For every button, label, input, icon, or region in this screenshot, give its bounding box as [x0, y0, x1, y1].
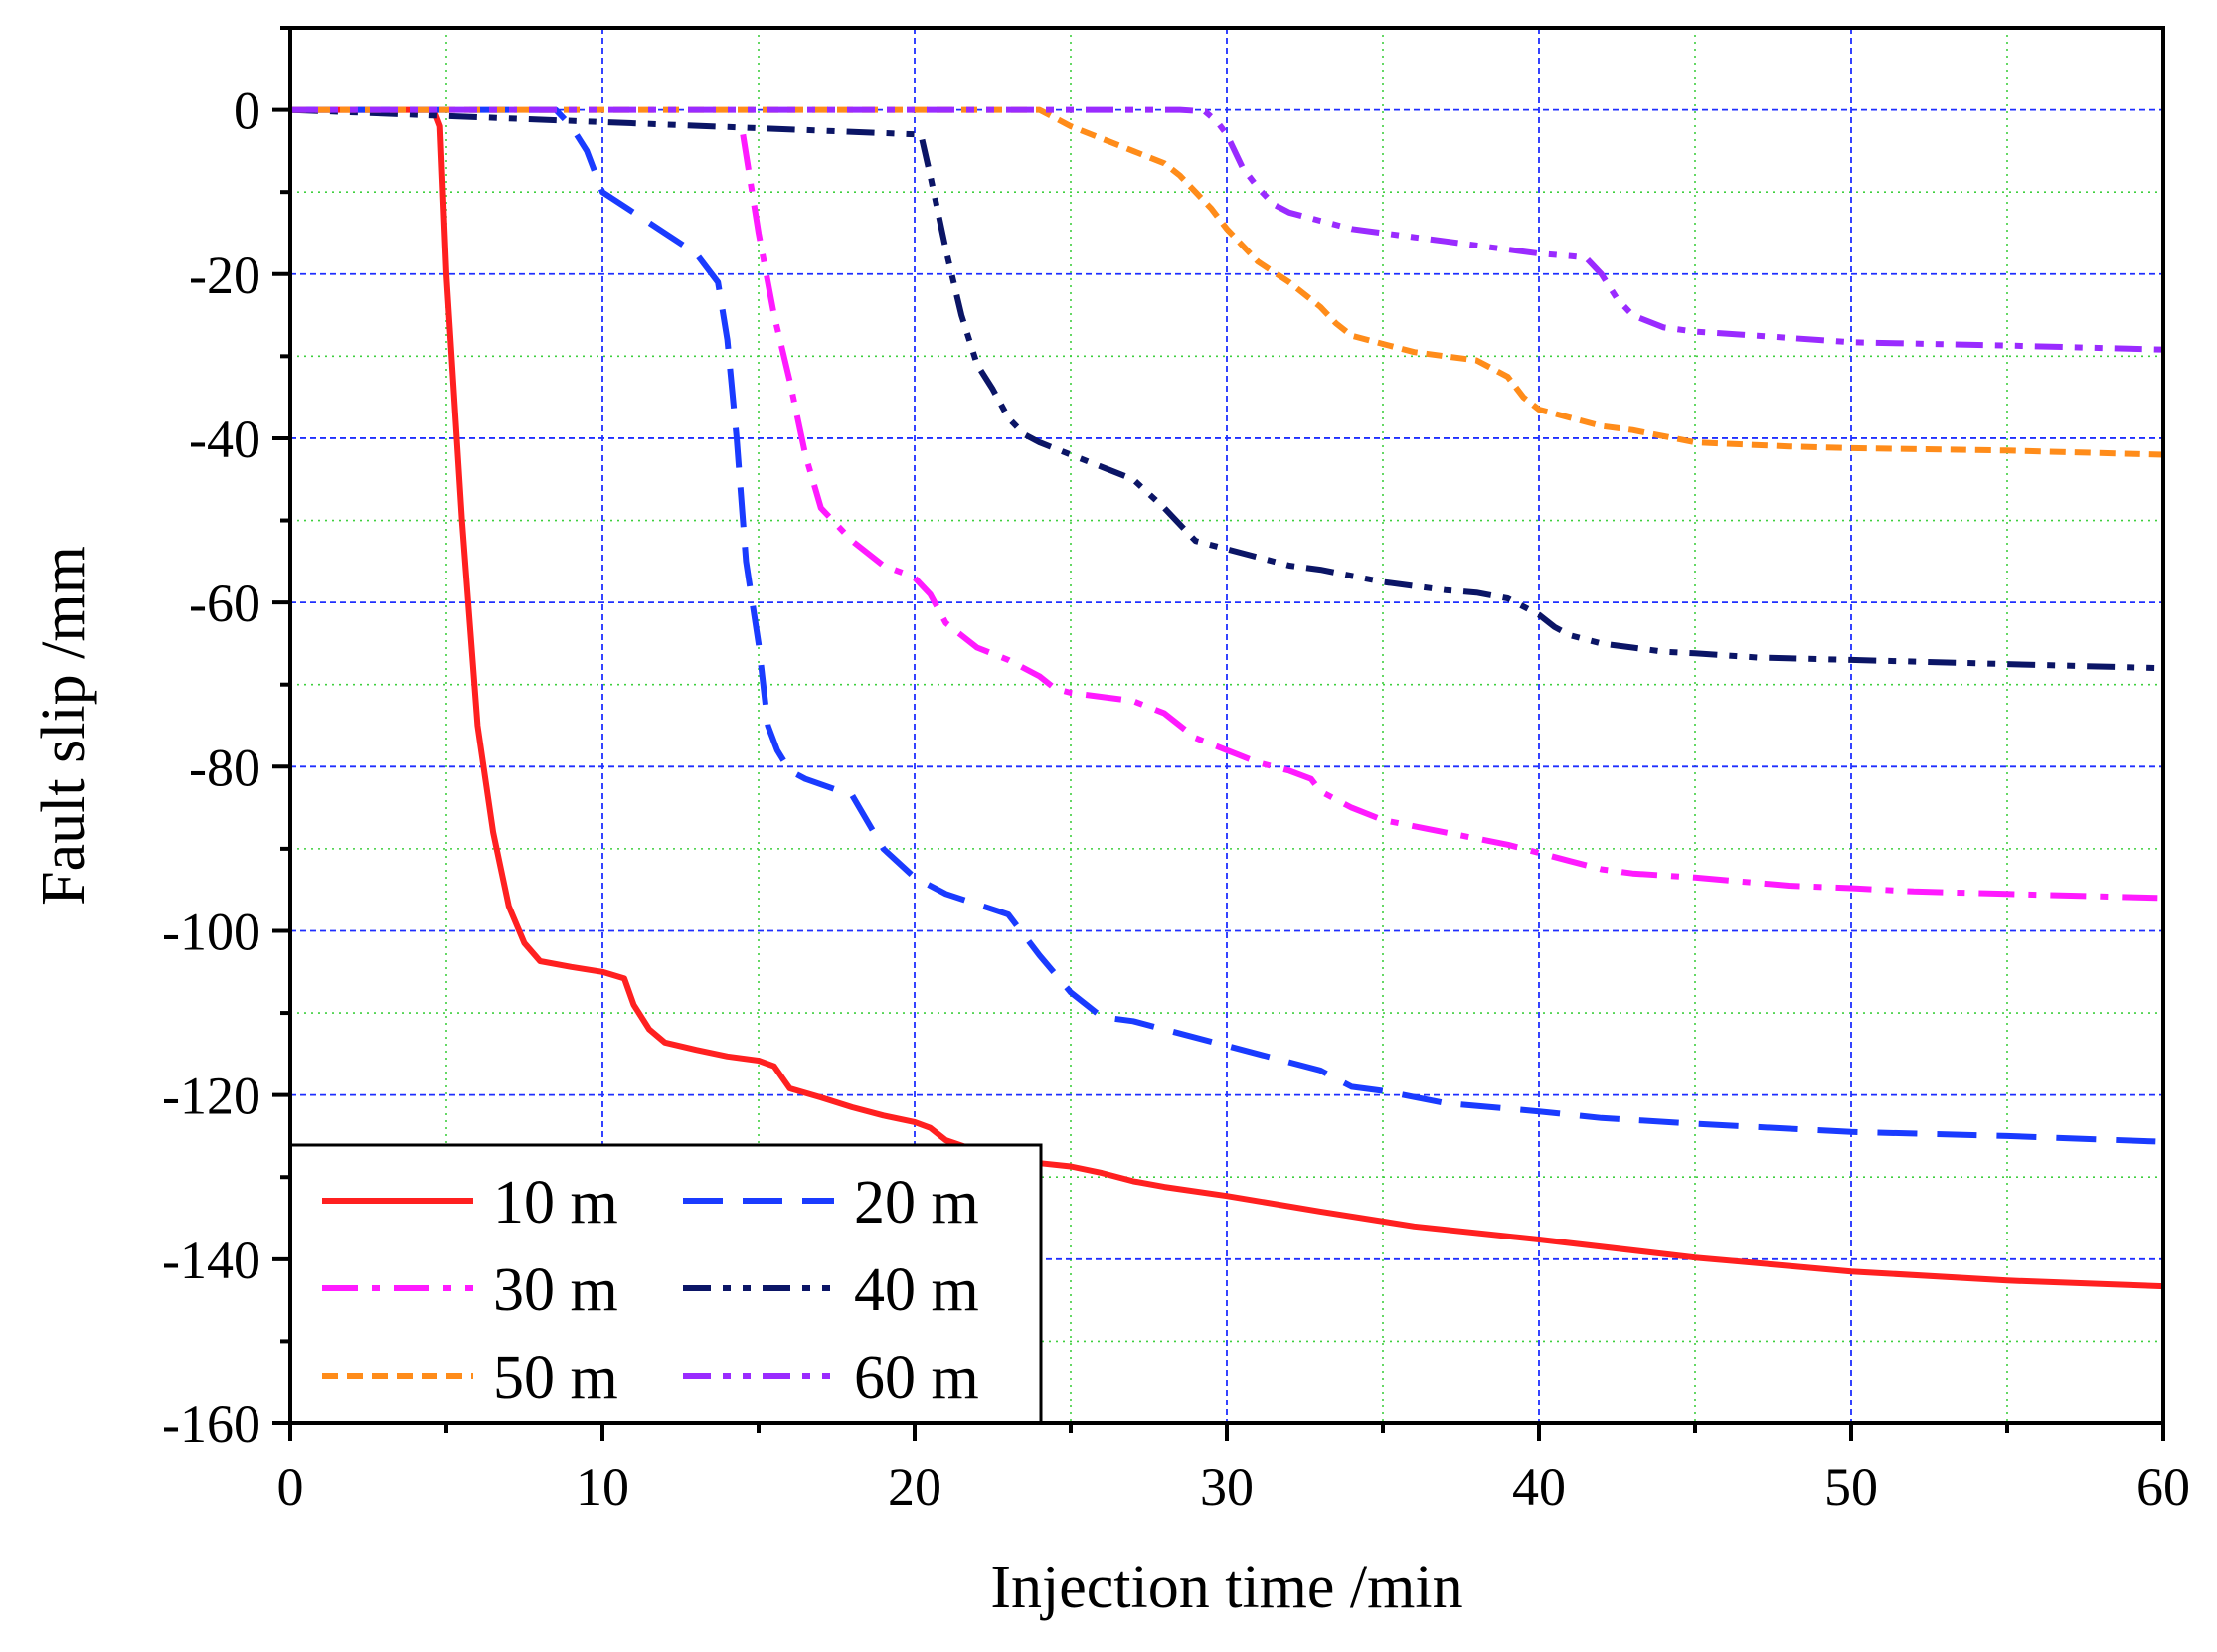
x-tick-label: 50 — [1824, 1457, 1878, 1517]
x-tick-label: 30 — [1200, 1457, 1254, 1517]
y-tick-label: -80 — [189, 738, 260, 797]
y-tick-label: -20 — [189, 246, 260, 305]
y-tick-label: -100 — [162, 902, 260, 961]
y-tick-label: 0 — [234, 82, 260, 141]
y-axis-title: Fault slip /mm — [30, 546, 97, 906]
legend-label: 50 m — [493, 1344, 618, 1411]
x-tick-label: 0 — [277, 1457, 304, 1517]
x-tick-label: 10 — [576, 1457, 629, 1517]
legend-label: 60 m — [854, 1344, 979, 1411]
series-line — [290, 106, 2164, 353]
y-tick-label: -140 — [162, 1231, 260, 1290]
y-tick-label: -160 — [162, 1395, 260, 1454]
y-tick-label: -40 — [189, 410, 260, 469]
series-line — [740, 133, 2164, 902]
series-line — [289, 106, 2164, 672]
legend-label: 30 m — [493, 1256, 618, 1324]
x-tick-label: 60 — [2136, 1457, 2190, 1517]
axis-ticks — [272, 26, 2165, 1441]
legend-label: 10 m — [493, 1169, 618, 1237]
legend-label: 20 m — [854, 1169, 979, 1237]
x-axis-title: Injection time /min — [990, 1554, 1462, 1621]
legend-label: 40 m — [854, 1256, 979, 1324]
y-tick-label: -60 — [189, 574, 260, 633]
x-tick-label: 20 — [888, 1457, 941, 1517]
tick-labels: 0 10 20 30 40 50 60 0 -20 -40 -60 -80 -100 -120 -140 -1… — [162, 82, 2190, 1517]
series-line — [290, 106, 2164, 1145]
x-tick-label: 40 — [1512, 1457, 1566, 1517]
series-line — [290, 106, 2164, 1290]
series-layer — [289, 106, 2164, 1290]
y-tick-label: -120 — [162, 1067, 260, 1126]
legend: 10 m 20 m 30 m 40 m 50 m 60 m — [288, 1143, 1043, 1425]
